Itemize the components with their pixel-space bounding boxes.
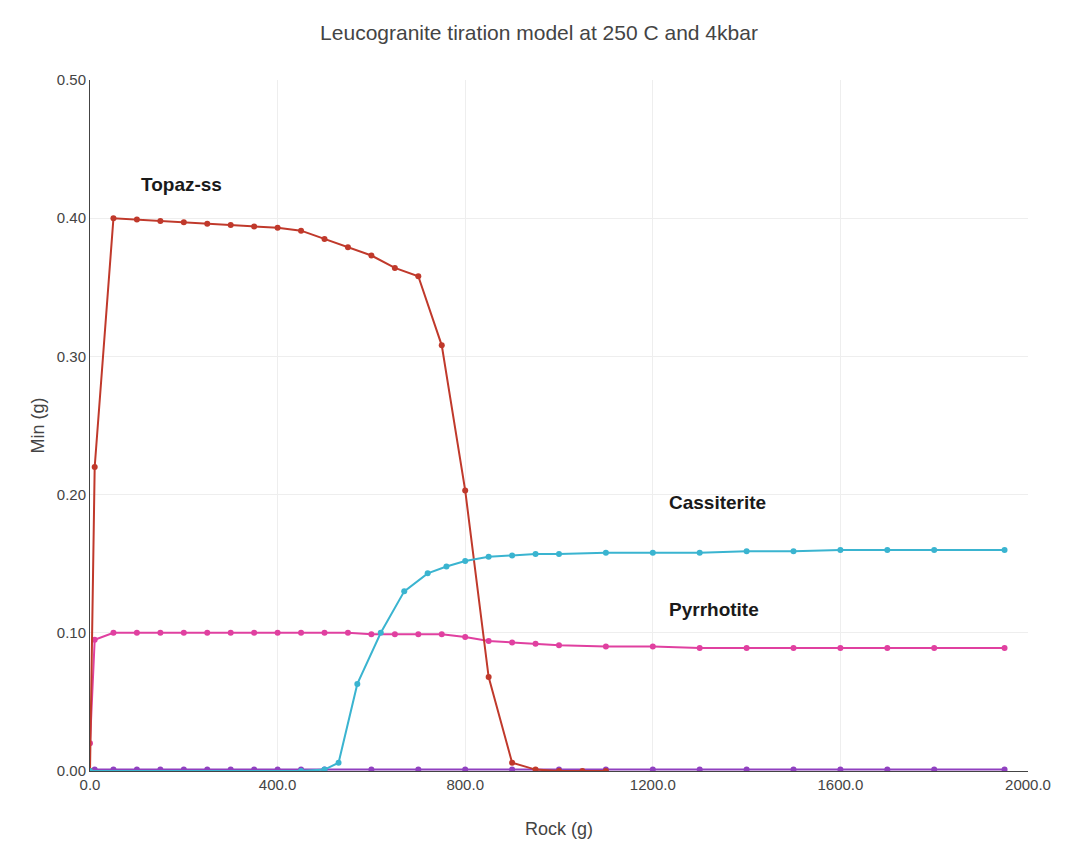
svg-text:1200.0: 1200.0 — [630, 776, 676, 793]
svg-text:0.50: 0.50 — [57, 71, 86, 88]
svg-text:0.00: 0.00 — [57, 762, 86, 779]
svg-text:Leucogranite tiration model at: Leucogranite tiration model at 250 C and… — [320, 21, 758, 44]
svg-text:0.0: 0.0 — [80, 776, 101, 793]
svg-text:800.0: 800.0 — [446, 776, 484, 793]
svg-text:0.30: 0.30 — [57, 348, 86, 365]
svg-text:0.10: 0.10 — [57, 624, 86, 641]
svg-text:Min (g): Min (g) — [28, 397, 48, 453]
svg-text:0.20: 0.20 — [57, 486, 86, 503]
svg-text:400.0: 400.0 — [259, 776, 297, 793]
svg-text:0.40: 0.40 — [57, 209, 86, 226]
svg-text:Topaz-ss: Topaz-ss — [141, 174, 222, 195]
svg-text:Rock (g): Rock (g) — [525, 819, 593, 839]
svg-text:Pyrrhotite: Pyrrhotite — [669, 599, 759, 620]
svg-text:1600.0: 1600.0 — [817, 776, 863, 793]
svg-text:2000.0: 2000.0 — [1005, 776, 1051, 793]
svg-text:Cassiterite: Cassiterite — [669, 492, 766, 513]
